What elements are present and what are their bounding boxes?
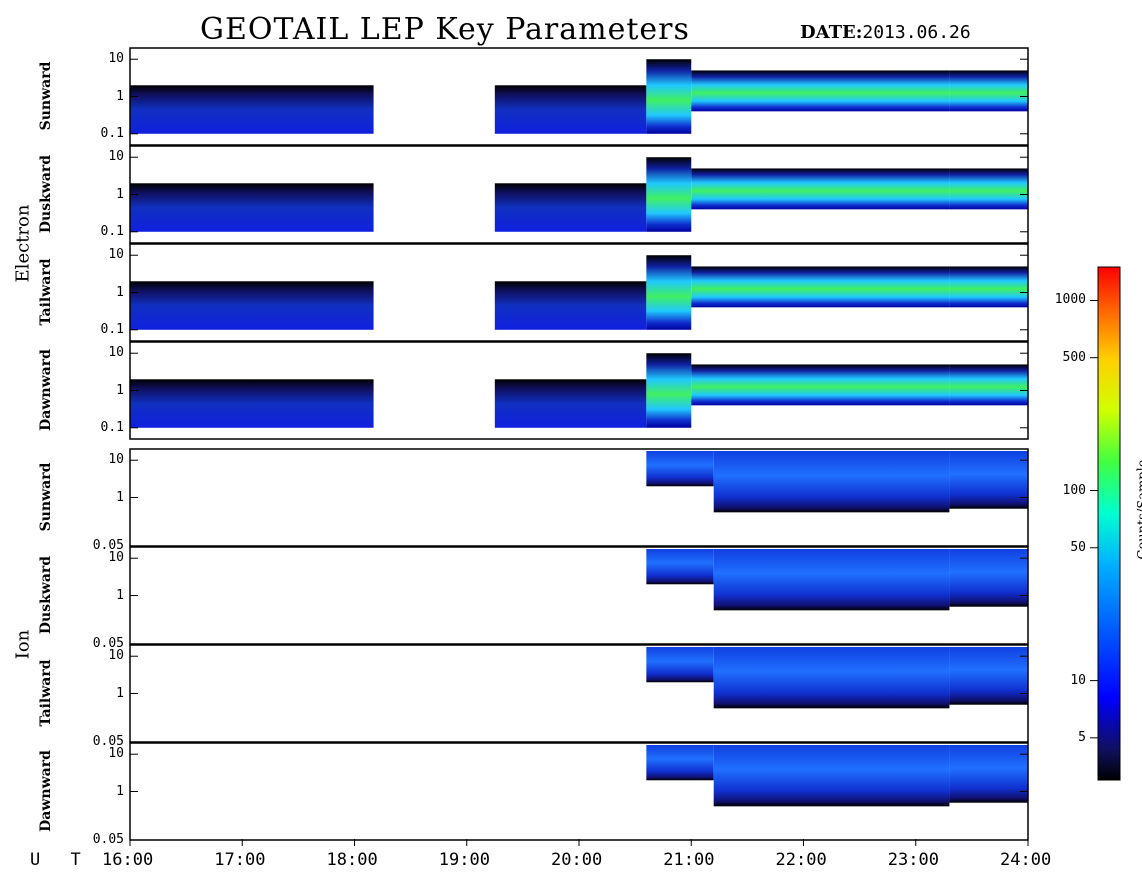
ytick-label: 0.1	[100, 419, 124, 435]
ion-dawnward-panel	[129, 742, 1029, 841]
ytick-label: 1	[116, 489, 124, 505]
electron-duskward-panel	[129, 145, 1029, 244]
data-band	[646, 451, 714, 487]
xtick-label: 18:00	[326, 850, 378, 870]
ytick-label: 0.1	[100, 125, 124, 141]
colorbar-tick-label: 10	[1070, 672, 1086, 688]
colorbar	[1097, 266, 1121, 781]
electron-tailward-panel	[129, 243, 1029, 342]
xtick-label: 22:00	[775, 850, 827, 870]
chart-title: GEOTAIL LEP Key Parameters	[200, 12, 690, 47]
data-band	[949, 451, 1028, 509]
ytick-label: 0.05	[92, 538, 124, 553]
ytick-label: 10	[108, 149, 124, 165]
data-band	[494, 281, 647, 330]
colorbar-tick-label: 5	[1078, 729, 1086, 745]
colorbar-tick-label: 1000	[1054, 292, 1086, 308]
data-band	[949, 70, 1028, 112]
data-band	[646, 647, 714, 683]
xtick-label: 23:00	[887, 850, 939, 870]
group-label-ion: Ion	[12, 629, 34, 659]
ytick-label: 0.05	[92, 734, 124, 749]
ion-duskward-panel	[129, 546, 1029, 645]
data-band	[130, 183, 374, 232]
data-band	[691, 168, 950, 210]
data-band	[713, 549, 950, 611]
ytick-label: 1	[116, 783, 124, 799]
data-band	[646, 157, 692, 232]
electron-sunward-label: Sunward	[38, 61, 54, 130]
data-band	[949, 168, 1028, 210]
ytick-label: 10	[108, 452, 124, 468]
electron-tailward-label: Tailward	[38, 257, 54, 326]
data-band	[494, 85, 647, 134]
colorbar-tick-label: 50	[1070, 539, 1086, 555]
data-band	[646, 353, 692, 428]
ytick-label: 10	[108, 550, 124, 566]
data-band	[713, 647, 950, 709]
date-value: 2013.06.26	[862, 22, 971, 43]
data-band	[691, 70, 950, 112]
data-band	[130, 85, 374, 134]
data-band	[691, 364, 950, 406]
date-key: DATE:	[800, 22, 863, 43]
xtick-label: 19:00	[438, 850, 490, 870]
date-readout: DATE:2013.06.26	[800, 22, 971, 43]
ion-duskward-label: Duskward	[38, 555, 54, 634]
colorbar-label: Counts/Sample	[1135, 459, 1142, 560]
data-band	[949, 364, 1028, 406]
ytick-label: 1	[116, 88, 124, 104]
ytick-label: 1	[116, 186, 124, 202]
data-band	[713, 451, 950, 513]
ion-tailward-panel	[129, 644, 1029, 743]
ytick-label: 0.05	[92, 636, 124, 651]
ytick-label: 1	[116, 587, 124, 603]
ytick-label: 0.1	[100, 223, 124, 239]
ytick-label: 10	[108, 51, 124, 67]
data-band	[130, 281, 374, 330]
ion-sunward-label: Sunward	[38, 462, 54, 531]
data-band	[949, 549, 1028, 607]
electron-sunward-panel	[129, 47, 1029, 146]
xtick-label: 16:00	[102, 850, 154, 870]
electron-dawnward-label: Dawnward	[38, 348, 54, 431]
ytick-label: 10	[108, 648, 124, 664]
colorbar-tick-label: 100	[1062, 482, 1086, 498]
xtick-label: 21:00	[663, 850, 715, 870]
ytick-label: 0.05	[92, 832, 124, 847]
ytick-label: 10	[108, 247, 124, 263]
electron-duskward-label: Duskward	[38, 154, 54, 233]
data-band	[691, 266, 950, 308]
data-band	[646, 59, 692, 134]
colorbar-tick-label: 500	[1062, 349, 1086, 365]
ion-tailward-label: Tailward	[38, 658, 54, 727]
xtick-label: 20:00	[551, 850, 603, 870]
data-band	[646, 255, 692, 330]
ytick-label: 10	[108, 746, 124, 762]
data-band	[949, 266, 1028, 308]
xtick-label: 17:00	[214, 850, 266, 870]
data-band	[646, 745, 714, 781]
data-band	[494, 379, 647, 428]
ytick-label: 10	[108, 345, 124, 361]
data-band	[646, 549, 714, 585]
data-band	[949, 745, 1028, 803]
data-band	[494, 183, 647, 232]
ytick-label: 0.1	[100, 321, 124, 337]
group-label-electron: Electron	[12, 204, 34, 282]
x-axis-label: U T	[30, 850, 91, 870]
ytick-label: 1	[116, 382, 124, 398]
ytick-label: 1	[116, 685, 124, 701]
data-band	[949, 647, 1028, 705]
data-band	[130, 379, 374, 428]
xtick-label: 24:00	[1000, 850, 1052, 870]
electron-dawnward-panel	[129, 341, 1029, 440]
ion-dawnward-label: Dawnward	[38, 749, 54, 832]
data-band	[713, 745, 950, 807]
ytick-label: 1	[116, 284, 124, 300]
ion-sunward-panel	[129, 448, 1029, 547]
